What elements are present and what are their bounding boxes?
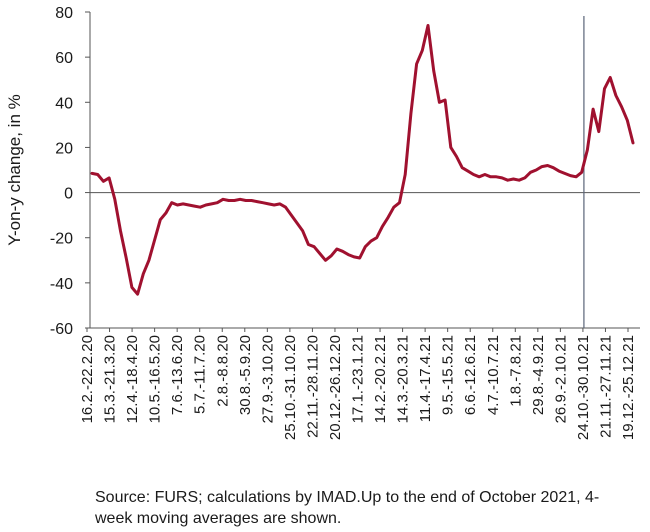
x-tick-label: 26.9.-2.10.21 bbox=[552, 335, 569, 423]
x-tick-label: 29.8.-4.9.21 bbox=[530, 335, 547, 415]
x-tick-label: 25.10.-31.10.20 bbox=[282, 335, 299, 440]
x-tick-label: 16.2.-22.2.20 bbox=[79, 335, 96, 423]
x-tick-label: 14.3.-20.3.21 bbox=[395, 335, 412, 423]
y-axis-label: Y-on-y change, in % bbox=[5, 94, 24, 246]
x-tick-label: 19.12.-25.12.21 bbox=[620, 335, 637, 440]
x-tick-label: 12.4.-18.4.20 bbox=[124, 335, 141, 423]
x-tick-label: 27.9.-3.10.20 bbox=[259, 335, 276, 423]
x-tick-label: 11.4.-17.4.21 bbox=[417, 335, 434, 422]
series-line bbox=[90, 24, 635, 296]
y-tick-label: 40 bbox=[55, 95, 73, 112]
x-tick-label: 7.6.-13.6.20 bbox=[169, 335, 186, 415]
y-tick-label: 80 bbox=[55, 5, 73, 22]
x-tick-label: 2.8.-8.8.20 bbox=[214, 335, 231, 407]
x-tick-label: 30.8.-5.9.20 bbox=[237, 335, 254, 415]
x-tick-label: 21.11.-27.11.21 bbox=[597, 335, 614, 438]
y-tick-label: -60 bbox=[50, 321, 73, 338]
x-tick-label: 4.7.-10.7.21 bbox=[485, 335, 502, 415]
x-tick-label: 1.8.-7.8.21 bbox=[507, 335, 524, 407]
y-tick-label: 0 bbox=[64, 186, 73, 203]
line-chart: -60 -40 -20 0 20 40 60 80 16.2.-22.2.20 15.3.-21… bbox=[5, 5, 640, 440]
y-tick-label: -20 bbox=[50, 231, 73, 248]
y-tick-label: 20 bbox=[55, 140, 73, 157]
y-tick-label: -40 bbox=[50, 276, 73, 293]
x-tick-label: 10.5.-16.5.20 bbox=[147, 335, 164, 423]
x-tick-group: 16.2.-22.2.20 15.3.-21.3.20 12.4.-18.4.20 1… bbox=[79, 328, 637, 440]
x-tick-label: 6.6.-12.6.21 bbox=[462, 335, 479, 415]
y-tick-label: 60 bbox=[55, 50, 73, 67]
x-tick-label: 15.3.-21.3.20 bbox=[102, 335, 119, 423]
x-tick-label: 20.12.-26.12.20 bbox=[327, 335, 344, 440]
x-tick-label: 9.5.-15.5.21 bbox=[440, 335, 457, 415]
x-tick-label: 22.11.-28.11.20 bbox=[304, 335, 321, 438]
x-tick-label: 24.10.-30.10.21 bbox=[575, 335, 592, 440]
y-tick-group: -60 -40 -20 0 20 40 60 80 bbox=[50, 5, 90, 338]
x-tick-label: 5.7.-11.7.20 bbox=[192, 335, 209, 414]
x-tick-label: 14.2.-20.2.21 bbox=[372, 335, 389, 423]
source-note: Source: FURS; calculations by IMAD.Up to… bbox=[95, 489, 600, 527]
x-tick-label: 17.1.-23.1.21 bbox=[350, 335, 367, 423]
series-group bbox=[90, 24, 635, 296]
